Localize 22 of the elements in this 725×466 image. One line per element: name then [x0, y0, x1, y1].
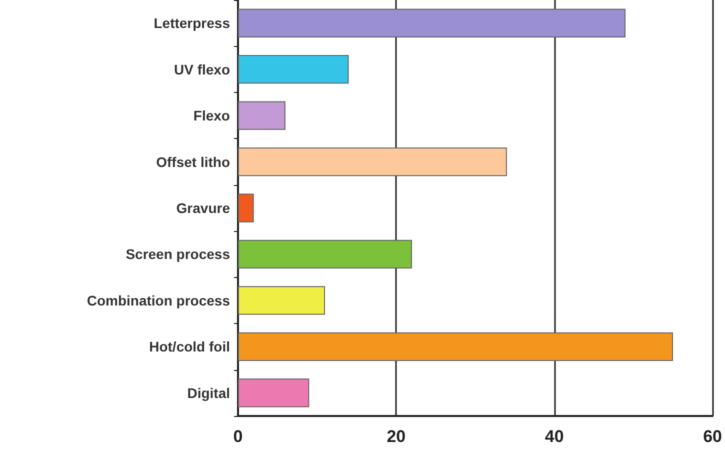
bar [238, 194, 254, 222]
y-tick-label: Gravure [176, 200, 230, 216]
y-tick-label: Letterpress [154, 15, 230, 32]
y-tick-label: Hot/cold foil [149, 338, 230, 355]
y-tick-label: Offset litho [156, 154, 230, 170]
bar [238, 8, 626, 38]
y-tick-label: Digital [187, 384, 230, 401]
x-tick-label: 20 [386, 427, 406, 446]
bar [238, 147, 507, 176]
bar [238, 101, 286, 130]
bar [238, 286, 325, 315]
bar [238, 378, 310, 408]
y-tick-label: Flexo [193, 108, 230, 124]
x-tick-label: 60 [703, 427, 722, 446]
bar [238, 240, 412, 269]
x-tick-label: 0 [233, 427, 243, 446]
y-tick-label: UV flexo [174, 61, 230, 78]
bar [238, 332, 673, 361]
y-tick-label: Combination process [86, 292, 230, 308]
bar [238, 55, 349, 84]
x-tick-label: 40 [544, 427, 564, 446]
y-tick-label: Screen process [126, 246, 230, 262]
